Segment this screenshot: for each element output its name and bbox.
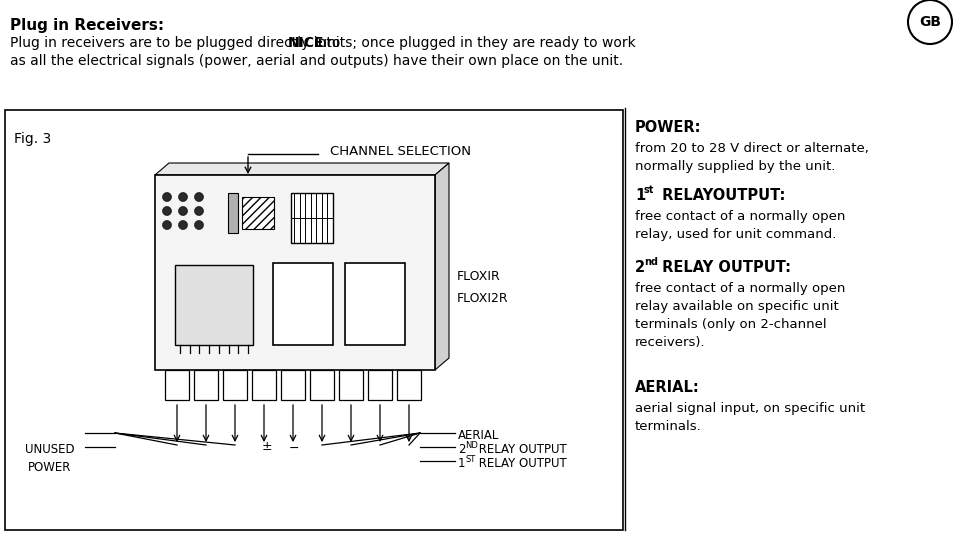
Text: POWER:: POWER:	[635, 120, 702, 135]
Text: Plug in receivers are to be plugged directly into: Plug in receivers are to be plugged dire…	[10, 36, 345, 50]
Text: ST: ST	[465, 455, 475, 464]
Text: RELAY OUTPUT: RELAY OUTPUT	[475, 457, 566, 470]
Circle shape	[195, 220, 204, 229]
Text: ±: ±	[262, 440, 273, 453]
Bar	[223, 370, 247, 400]
Circle shape	[162, 220, 172, 229]
Text: as all the electrical signals (power, aerial and outputs) have their own place o: as all the electrical signals (power, ae…	[10, 54, 623, 68]
Circle shape	[179, 192, 187, 202]
Text: AERIAL:: AERIAL:	[635, 380, 700, 395]
Bar	[345, 263, 405, 345]
Text: GB: GB	[919, 15, 941, 29]
Text: st: st	[644, 185, 655, 195]
Text: from 20 to 28 V direct or alternate,: from 20 to 28 V direct or alternate,	[635, 142, 869, 155]
Bar	[252, 370, 276, 400]
Bar	[273, 263, 333, 345]
Text: UNUSED: UNUSED	[25, 443, 75, 456]
Bar	[175, 265, 253, 345]
Circle shape	[162, 206, 172, 215]
Text: RELAY OUTPUT: RELAY OUTPUT	[475, 443, 566, 456]
Bar	[397, 370, 421, 400]
Text: terminals (only on 2-channel: terminals (only on 2-channel	[635, 318, 827, 331]
Text: AERIAL: AERIAL	[458, 429, 499, 442]
Bar	[310, 370, 334, 400]
Bar	[155, 175, 435, 370]
Text: terminals.: terminals.	[635, 420, 702, 433]
Text: Fig. 3: Fig. 3	[14, 132, 51, 146]
Circle shape	[195, 192, 204, 202]
Text: RELAY OUTPUT:: RELAY OUTPUT:	[657, 260, 791, 275]
Text: −: −	[289, 442, 300, 455]
Text: ND: ND	[465, 441, 478, 450]
Polygon shape	[155, 163, 449, 175]
Text: relay available on specific unit: relay available on specific unit	[635, 300, 839, 313]
Circle shape	[195, 206, 204, 215]
Text: POWER: POWER	[28, 461, 72, 474]
Text: CHANNEL SELECTION: CHANNEL SELECTION	[330, 145, 471, 158]
Text: nd: nd	[644, 257, 658, 267]
Bar	[368, 370, 392, 400]
Text: 2: 2	[635, 260, 645, 275]
Bar	[242, 197, 274, 229]
Text: aerial signal input, on specific unit: aerial signal input, on specific unit	[635, 402, 865, 415]
Text: receivers).: receivers).	[635, 336, 706, 349]
Bar	[194, 370, 218, 400]
Bar	[228, 193, 238, 233]
Polygon shape	[435, 163, 449, 370]
Text: 1: 1	[635, 188, 645, 203]
Bar	[339, 370, 363, 400]
Text: FLOXIR: FLOXIR	[457, 270, 501, 283]
Circle shape	[179, 220, 187, 229]
Text: FLOXI2R: FLOXI2R	[457, 292, 509, 305]
Text: RELAYOUTPUT:: RELAYOUTPUT:	[657, 188, 785, 203]
Bar	[165, 370, 189, 400]
Text: units; once plugged in they are ready to work: units; once plugged in they are ready to…	[314, 36, 636, 50]
Text: 2: 2	[458, 443, 466, 456]
Text: NICE: NICE	[287, 36, 324, 50]
Bar	[291, 193, 333, 243]
Bar	[5, 110, 623, 530]
Text: 1: 1	[458, 457, 466, 470]
Circle shape	[162, 192, 172, 202]
Text: relay, used for unit command.: relay, used for unit command.	[635, 228, 836, 241]
Bar	[281, 370, 305, 400]
Text: free contact of a normally open: free contact of a normally open	[635, 210, 846, 223]
Text: Plug in Receivers:: Plug in Receivers:	[10, 18, 164, 33]
Text: normally supplied by the unit.: normally supplied by the unit.	[635, 160, 835, 173]
Circle shape	[179, 206, 187, 215]
Text: free contact of a normally open: free contact of a normally open	[635, 282, 846, 295]
